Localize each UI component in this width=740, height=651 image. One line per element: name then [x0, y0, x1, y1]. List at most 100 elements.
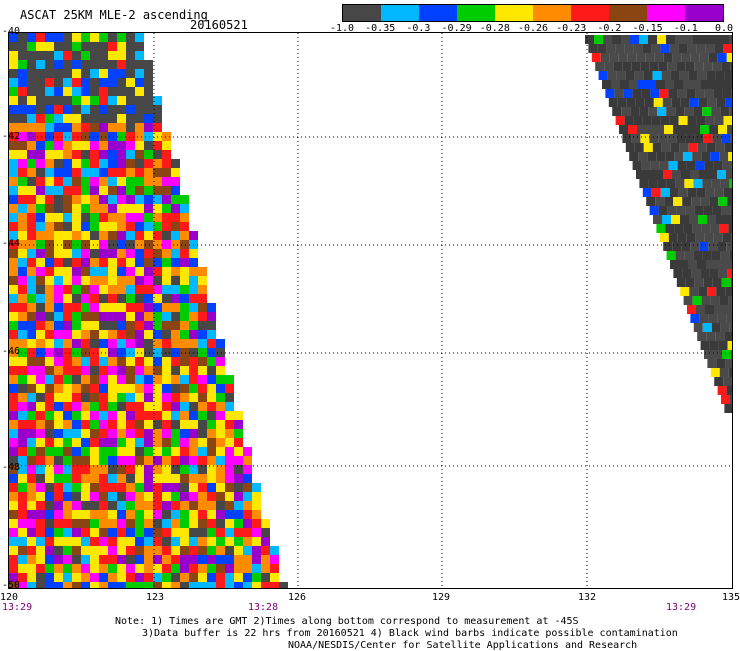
- swath-cell: [18, 384, 27, 393]
- swath-cell: [72, 141, 81, 150]
- swath-cell: [54, 285, 63, 294]
- swath-cell: [117, 69, 126, 78]
- swath-cell: [9, 87, 18, 96]
- swath-cell: [81, 312, 90, 321]
- swath-cell: [180, 501, 189, 510]
- swath-cell: [708, 242, 717, 251]
- swath-cell: [81, 78, 90, 87]
- swath-cell: [117, 357, 126, 366]
- swath-cell: [63, 159, 72, 168]
- swath-cell: [117, 582, 126, 588]
- swath-cell: [601, 53, 610, 62]
- swath-cell: [198, 537, 207, 546]
- swath-cell: [180, 510, 189, 519]
- swath-cell: [699, 170, 708, 179]
- swath-cell: [672, 170, 681, 179]
- swath-cell: [126, 456, 135, 465]
- swath-cell: [9, 519, 18, 528]
- swath-cell: [72, 159, 81, 168]
- swath-cell: [135, 501, 144, 510]
- swath-cell: [72, 312, 81, 321]
- swath-cell: [99, 231, 108, 240]
- swath-cell: [207, 564, 216, 573]
- swath-cell: [180, 420, 189, 429]
- swath-cell: [189, 231, 198, 240]
- swath-cell: [189, 420, 198, 429]
- swath-cell: [660, 233, 669, 242]
- swath-cell: [162, 366, 171, 375]
- swath-cell: [63, 384, 72, 393]
- swath-cell: [54, 159, 63, 168]
- swath-cell: [18, 159, 27, 168]
- swath-cell: [252, 519, 261, 528]
- swath-cell: [72, 546, 81, 555]
- swath-cell: [45, 384, 54, 393]
- swath-cell: [144, 159, 153, 168]
- swath-cell: [117, 339, 126, 348]
- swath-cell: [643, 116, 652, 125]
- swath-cell: [162, 474, 171, 483]
- swath-cell: [90, 546, 99, 555]
- swath-cell: [72, 186, 81, 195]
- swath-cell: [45, 330, 54, 339]
- swath-cell: [90, 114, 99, 123]
- swath-cell: [81, 231, 90, 240]
- swath-cell: [703, 251, 712, 260]
- swath-cell: [72, 528, 81, 537]
- swath-cell: [63, 258, 72, 267]
- swath-cell: [198, 276, 207, 285]
- swath-cell: [45, 546, 54, 555]
- swath-cell: [108, 420, 117, 429]
- swath-cell: [45, 357, 54, 366]
- swath-cell: [36, 312, 45, 321]
- swath-cell: [126, 510, 135, 519]
- swath-cell: [45, 249, 54, 258]
- swath-cell: [36, 96, 45, 105]
- swath-cell: [27, 402, 36, 411]
- swath-cell: [99, 285, 108, 294]
- swath-cell: [126, 330, 135, 339]
- swath-cell: [81, 339, 90, 348]
- swath-cell: [45, 366, 54, 375]
- swath-cell: [171, 573, 180, 582]
- swath-cell: [727, 53, 732, 62]
- swath-cell: [99, 132, 108, 141]
- swath-cell: [63, 330, 72, 339]
- swath-cell: [9, 285, 18, 294]
- swath-cell: [135, 321, 144, 330]
- swath-cell: [81, 474, 90, 483]
- swath-cell: [171, 177, 180, 186]
- swath-cell: [117, 537, 126, 546]
- swath-cell: [162, 375, 171, 384]
- swath-cell: [144, 438, 153, 447]
- swath-cell: [207, 375, 216, 384]
- swath-cell: [725, 71, 732, 80]
- swath-cell: [99, 33, 108, 42]
- swath-cell: [682, 53, 691, 62]
- swath-cell: [270, 546, 279, 555]
- swath-cell: [126, 429, 135, 438]
- swath-cell: [54, 393, 63, 402]
- swath-cell: [135, 105, 144, 114]
- swath-cell: [135, 141, 144, 150]
- swath-cell: [126, 492, 135, 501]
- swath-cell: [63, 96, 72, 105]
- swath-cell: [144, 186, 153, 195]
- swath-cell: [99, 420, 108, 429]
- swath-cell: [135, 510, 144, 519]
- swath-cell: [689, 215, 698, 224]
- swath-cell: [36, 357, 45, 366]
- swath-cell: [9, 294, 18, 303]
- swath-cell: [90, 438, 99, 447]
- swath-cell: [36, 195, 45, 204]
- swath-cell: [54, 87, 63, 96]
- swath-cell: [234, 420, 243, 429]
- swath-cell: [18, 141, 27, 150]
- swath-cell: [117, 312, 126, 321]
- swath-cell: [90, 564, 99, 573]
- swath-cell: [90, 141, 99, 150]
- swath-cell: [72, 150, 81, 159]
- lat-label-50: -50: [2, 580, 20, 591]
- swath-cell: [153, 555, 162, 564]
- swath-cell: [117, 474, 126, 483]
